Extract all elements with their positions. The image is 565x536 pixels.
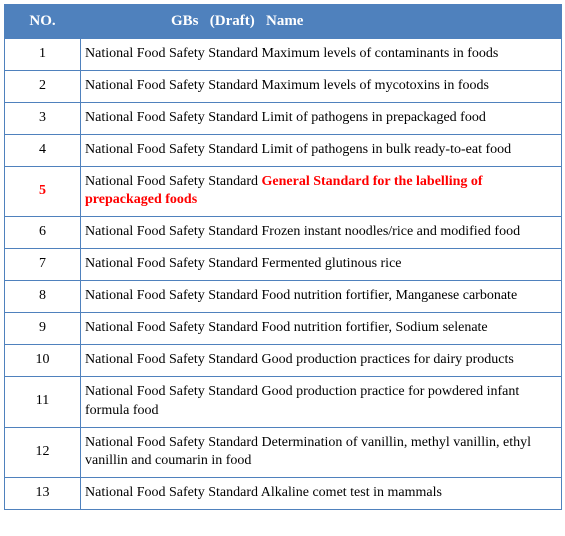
cell-name: National Food Safety Standard Limit of p… bbox=[81, 102, 562, 134]
cell-name: National Food Safety Standard Limit of p… bbox=[81, 134, 562, 166]
name-prefix: National Food Safety Standard Fermented … bbox=[85, 256, 402, 271]
table-row: 7 National Food Safety Standard Fermented… bbox=[5, 249, 562, 281]
cell-name: National Food Safety Standard Maximum le… bbox=[81, 70, 562, 102]
cell-name: National Food Safety Standard Food nutri… bbox=[81, 313, 562, 345]
cell-no: 12 bbox=[5, 427, 81, 478]
name-prefix: National Food Safety Standard bbox=[85, 174, 262, 189]
cell-name: National Food Safety Standard Good produ… bbox=[81, 376, 562, 427]
cell-no: 10 bbox=[5, 344, 81, 376]
cell-name: National Food Safety Standard General St… bbox=[81, 166, 562, 217]
cell-name: National Food Safety Standard Maximum le… bbox=[81, 39, 562, 71]
table-row: 12National Food Safety Standard Determin… bbox=[5, 427, 562, 478]
cell-no: 3 bbox=[5, 102, 81, 134]
cell-no: 6 bbox=[5, 217, 81, 249]
table-row: 9 National Food Safety Standard Food nutr… bbox=[5, 313, 562, 345]
table-row: 5National Food Safety Standard General S… bbox=[5, 166, 562, 217]
table-row: 6 National Food Safety Standard Frozen in… bbox=[5, 217, 562, 249]
cell-name: National Food Safety Standard Alkaline c… bbox=[81, 478, 562, 510]
table-row: 3 National Food Safety Standard Limit of … bbox=[5, 102, 562, 134]
name-prefix: National Food Safety Standard Determinat… bbox=[85, 435, 531, 469]
header-name: GBs (Draft) Name bbox=[81, 5, 562, 39]
cell-no: 11 bbox=[5, 376, 81, 427]
cell-name: National Food Safety Standard Fermented … bbox=[81, 249, 562, 281]
table-row: 11National Food Safety Standard Good pro… bbox=[5, 376, 562, 427]
name-prefix: National Food Safety Standard Good produ… bbox=[85, 352, 514, 367]
table-row: 8 National Food Safety Standard Food nutr… bbox=[5, 281, 562, 313]
name-prefix: National Food Safety Standard Maximum le… bbox=[85, 78, 489, 93]
cell-no: 8 bbox=[5, 281, 81, 313]
cell-name: National Food Safety Standard Determinat… bbox=[81, 427, 562, 478]
table-row: 10 National Food Safety Standard Good pro… bbox=[5, 344, 562, 376]
name-prefix: National Food Safety Standard Good produ… bbox=[85, 384, 519, 418]
table-row: 4 National Food Safety Standard Limit of … bbox=[5, 134, 562, 166]
name-prefix: National Food Safety Standard Limit of p… bbox=[85, 110, 486, 125]
cell-name: National Food Safety Standard Frozen ins… bbox=[81, 217, 562, 249]
cell-no: 9 bbox=[5, 313, 81, 345]
table-row: 13 National Food Safety Standard Alkaline… bbox=[5, 478, 562, 510]
name-prefix: National Food Safety Standard Food nutri… bbox=[85, 320, 488, 335]
cell-no: 13 bbox=[5, 478, 81, 510]
cell-no: 1 bbox=[5, 39, 81, 71]
table-row: 2 National Food Safety Standard Maximum l… bbox=[5, 70, 562, 102]
header-no: NO. bbox=[5, 5, 81, 39]
cell-name: National Food Safety Standard Good produ… bbox=[81, 344, 562, 376]
cell-no: 7 bbox=[5, 249, 81, 281]
cell-no: 2 bbox=[5, 70, 81, 102]
table-row: 1 National Food Safety Standard Maximum l… bbox=[5, 39, 562, 71]
name-prefix: National Food Safety Standard Frozen ins… bbox=[85, 224, 520, 239]
cell-no: 5 bbox=[5, 166, 81, 217]
name-prefix: National Food Safety Standard Food nutri… bbox=[85, 288, 517, 303]
table-header-row: NO. GBs (Draft) Name bbox=[5, 5, 562, 39]
name-prefix: National Food Safety Standard Limit of p… bbox=[85, 142, 511, 157]
name-prefix: National Food Safety Standard Alkaline c… bbox=[85, 485, 442, 500]
cell-name: National Food Safety Standard Food nutri… bbox=[81, 281, 562, 313]
standards-table: NO. GBs (Draft) Name 1 National Food Safe… bbox=[4, 4, 562, 510]
cell-no: 4 bbox=[5, 134, 81, 166]
name-prefix: National Food Safety Standard Maximum le… bbox=[85, 46, 498, 61]
